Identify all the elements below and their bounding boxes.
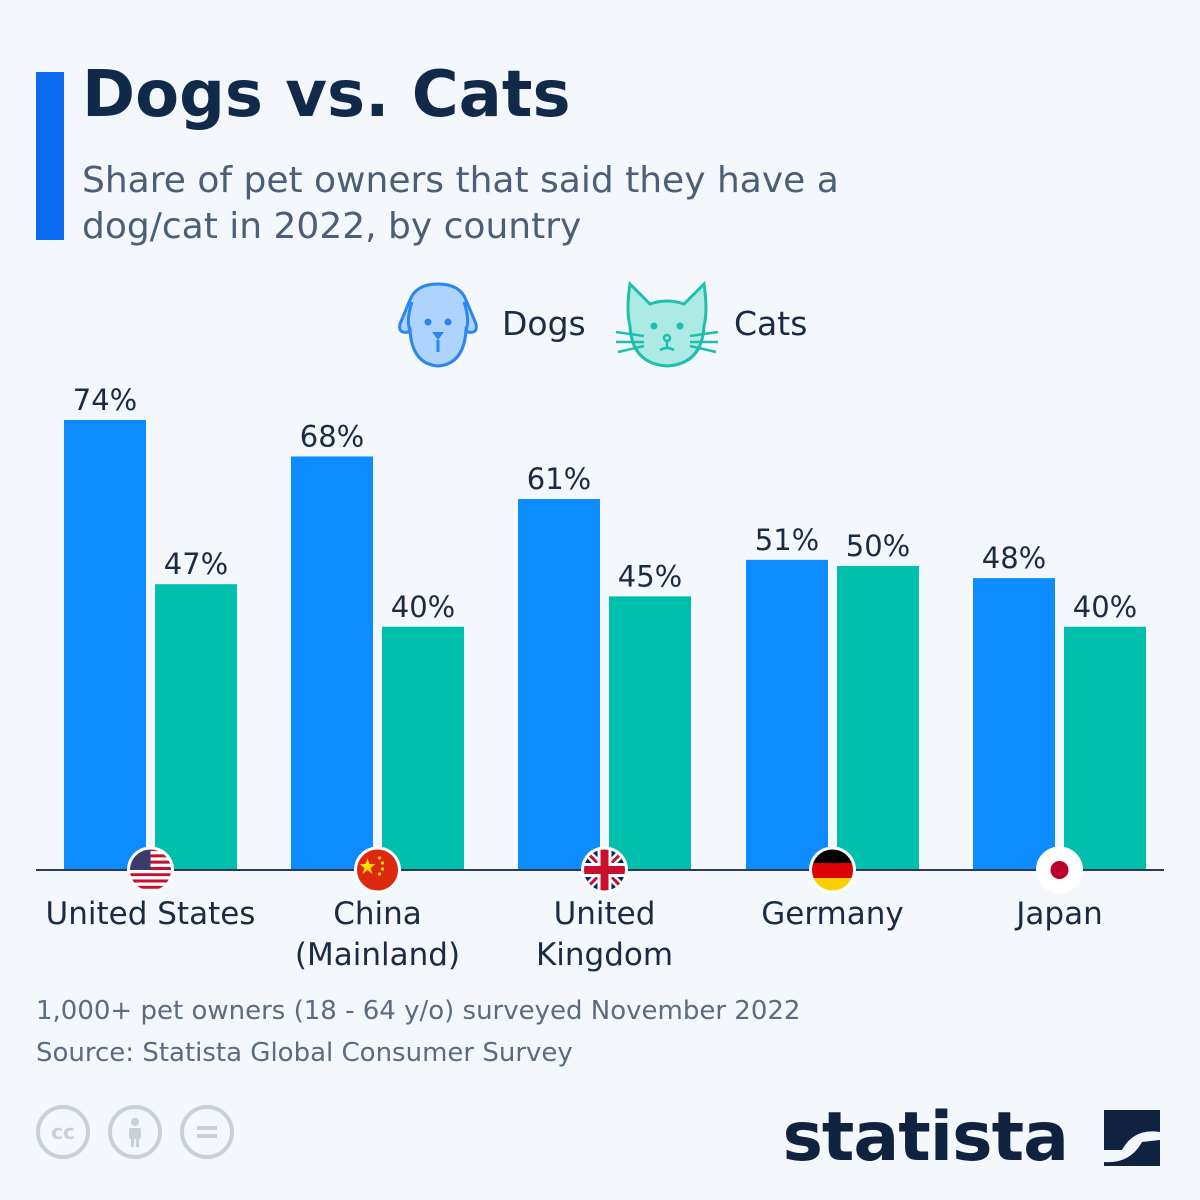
bar-cats-1 xyxy=(382,626,464,870)
category-label-2-line-0: United xyxy=(554,896,656,932)
value-label-cats-4: 40% xyxy=(1073,590,1137,624)
brand-name: statista xyxy=(782,1098,1069,1177)
no-derivatives-icon[interactable] xyxy=(180,1105,234,1159)
statista-mark-icon xyxy=(1104,1110,1160,1166)
japan-flag-icon xyxy=(1036,846,1083,894)
bar-dogs-0 xyxy=(64,420,146,870)
chart-subtitle: Share of pet owners that said they have … xyxy=(82,160,839,247)
bar-dogs-1 xyxy=(291,456,373,870)
survey-note: 1,000+ pet owners (18 - 64 y/o) surveyed… xyxy=(36,996,801,1026)
bar-cats-4 xyxy=(1064,626,1146,870)
chart-title: Dogs vs. Cats xyxy=(82,58,571,132)
value-label-dogs-2: 61% xyxy=(527,462,591,496)
bar-dogs-4 xyxy=(973,578,1055,870)
bar-cats-0 xyxy=(155,584,237,870)
bar-dogs-3 xyxy=(746,559,828,870)
value-label-cats-1: 40% xyxy=(391,590,455,624)
value-label-cats-3: 50% xyxy=(846,529,910,563)
uk-flag-icon xyxy=(581,846,628,894)
source-note: Source: Statista Global Consumer Survey xyxy=(36,1038,573,1068)
legend-label-cats: Cats xyxy=(734,304,808,343)
category-label-2-line-1: Kingdom xyxy=(536,937,673,973)
legend: Dogs Cats xyxy=(0,280,1200,370)
legend-label-dogs: Dogs xyxy=(502,304,586,343)
value-label-cats-2: 45% xyxy=(618,559,682,593)
cat-icon xyxy=(615,280,719,368)
category-label-4-line-0: Japan xyxy=(1014,896,1102,932)
germany-flag-icon xyxy=(809,846,856,894)
dog-icon xyxy=(398,282,478,368)
us-flag-icon xyxy=(127,846,174,894)
bar-cats-3 xyxy=(837,565,919,870)
value-label-dogs-0: 74% xyxy=(73,383,137,417)
value-label-cats-0: 47% xyxy=(164,547,228,581)
value-label-dogs-3: 51% xyxy=(755,523,819,557)
category-label-1-line-1: (Mainland) xyxy=(295,937,460,973)
statista-logo[interactable]: statista xyxy=(782,1098,1164,1178)
creative-commons-icon[interactable]: cc xyxy=(36,1105,90,1159)
attribution-icon[interactable] xyxy=(108,1105,162,1159)
title-accent-bar xyxy=(36,72,64,240)
bar-cats-2 xyxy=(609,596,691,870)
bar-chart: 74% 47% 68% 40% 61% 45% 51% 50% 48% 40% United Sta… xyxy=(36,383,1164,973)
china-flag-icon xyxy=(354,846,401,894)
bar-dogs-2 xyxy=(518,499,600,870)
category-label-1-line-0: China xyxy=(333,896,422,932)
value-label-dogs-4: 48% xyxy=(982,541,1046,575)
footnote: 1,000+ pet owners (18 - 64 y/o) surveyed… xyxy=(36,990,800,1074)
value-label-dogs-1: 68% xyxy=(300,419,364,453)
category-label-0-line-0: United States xyxy=(46,896,256,932)
category-label-3-line-0: Germany xyxy=(761,896,903,932)
